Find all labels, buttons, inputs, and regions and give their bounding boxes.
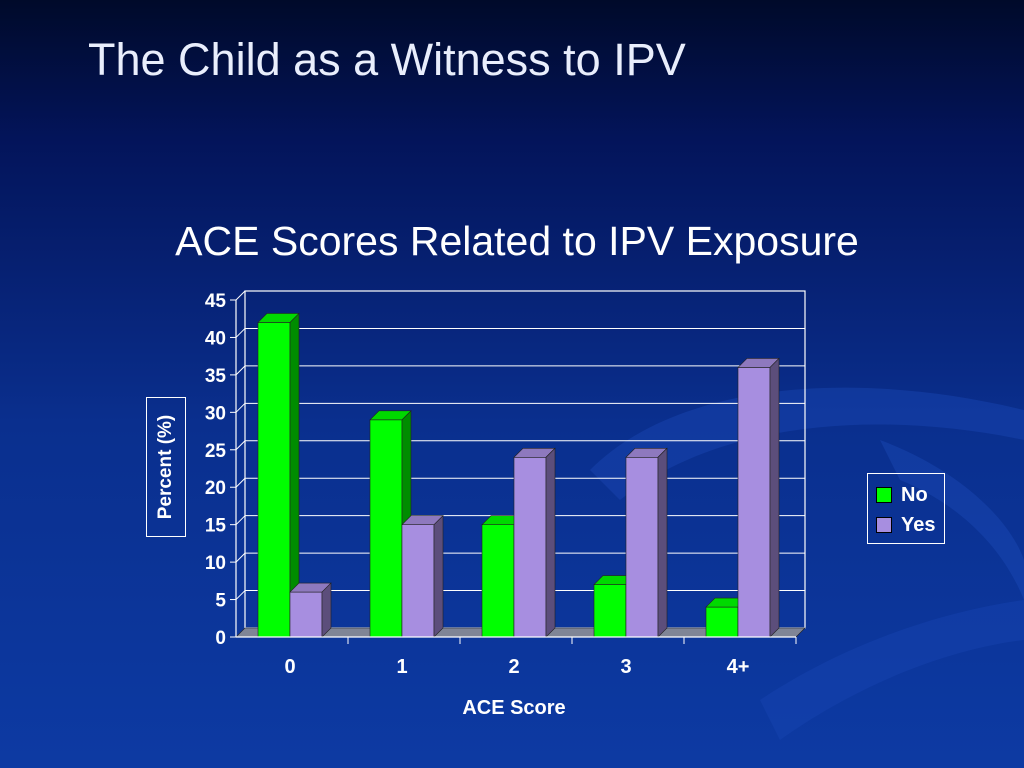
y-tick-label: 5 bbox=[215, 591, 226, 612]
bar-side bbox=[433, 514, 444, 638]
y-tick-label: 45 bbox=[205, 291, 227, 312]
gridline-side bbox=[235, 328, 246, 338]
bar-front bbox=[289, 591, 323, 638]
bar-front bbox=[257, 322, 291, 638]
gridline-side bbox=[235, 515, 246, 526]
legend-swatch-no bbox=[876, 487, 892, 503]
bar-yes-0 bbox=[289, 582, 332, 638]
axes: 0 5 10 15 20 25 30 35 40 45 0 1 2 3 4+ bbox=[205, 291, 797, 678]
bars bbox=[257, 312, 780, 638]
bar-yes-1 bbox=[401, 514, 444, 638]
bar-side bbox=[769, 357, 780, 638]
gridline-side bbox=[235, 477, 246, 488]
y-axis-label-box bbox=[146, 397, 186, 537]
bar-front bbox=[401, 524, 435, 638]
bar-front bbox=[513, 456, 547, 638]
gridline-side bbox=[235, 440, 246, 451]
y-tick-label: 10 bbox=[205, 553, 226, 574]
chart-title: ACE Scores Related to IPV Exposure bbox=[175, 218, 859, 264]
y-tick-label: 40 bbox=[205, 328, 226, 349]
bar-side bbox=[657, 447, 668, 638]
bar-yes-4+ bbox=[737, 357, 780, 638]
gridline-side bbox=[235, 290, 246, 301]
bar-front bbox=[625, 456, 659, 638]
legend-item-no: No bbox=[876, 480, 944, 510]
bar-front bbox=[737, 367, 771, 638]
y-tick-label: 35 bbox=[205, 366, 227, 387]
legend: No Yes bbox=[867, 473, 945, 544]
x-tick-label: 1 bbox=[396, 656, 407, 678]
bar-front bbox=[593, 584, 627, 638]
bar-no-0 bbox=[257, 312, 300, 638]
gridline-side bbox=[235, 590, 246, 600]
legend-label-no: No bbox=[901, 483, 928, 506]
legend-label-yes: Yes bbox=[901, 513, 936, 536]
gridline-side bbox=[235, 552, 246, 563]
gridline-side bbox=[235, 365, 246, 376]
bar-side bbox=[545, 447, 556, 638]
y-axis-label: Percent (%) bbox=[155, 414, 176, 520]
legend-swatch-yes bbox=[876, 517, 892, 533]
x-axis-label: ACE Score bbox=[462, 697, 565, 719]
bar-yes-2 bbox=[513, 447, 556, 638]
y-tick-label: 0 bbox=[215, 628, 226, 649]
bar-side bbox=[321, 582, 332, 638]
bar-yes-3 bbox=[625, 447, 668, 638]
x-tick-label: 3 bbox=[620, 656, 631, 678]
bar-front bbox=[481, 524, 515, 638]
legend-item-yes: Yes bbox=[876, 510, 944, 540]
y-tick-label: 15 bbox=[205, 516, 227, 537]
slide-title: The Child as a Witness to IPV bbox=[88, 34, 686, 85]
y-tick-label: 30 bbox=[205, 403, 226, 424]
x-tick-label: 0 bbox=[284, 656, 295, 678]
y-tick-label: 25 bbox=[205, 441, 227, 462]
x-tick-label: 4+ bbox=[727, 656, 750, 678]
bar-front bbox=[369, 419, 403, 638]
y-tick-label: 20 bbox=[205, 478, 226, 499]
gridline-side bbox=[235, 402, 246, 413]
x-tick-label: 2 bbox=[508, 656, 519, 678]
bar-front bbox=[705, 606, 739, 638]
